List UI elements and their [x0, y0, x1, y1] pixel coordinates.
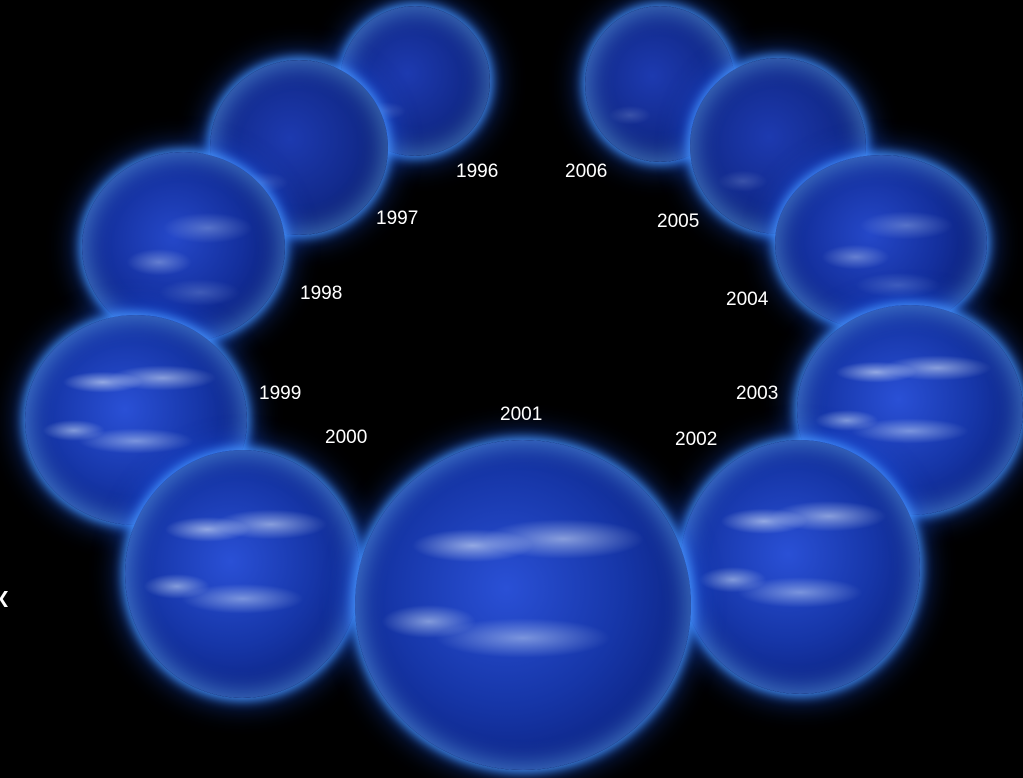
year-label-2004: 2004 — [726, 289, 769, 310]
year-label-2002: 2002 — [675, 429, 718, 450]
year-label-2005: 2005 — [657, 211, 700, 232]
sun-disk-1998 — [82, 152, 285, 342]
year-label-2006: 2006 — [565, 161, 608, 182]
sun-disk-2001 — [355, 440, 691, 770]
year-label-2000: 2000 — [325, 427, 368, 448]
sun-disk-2004 — [775, 155, 987, 331]
year-label-2003: 2003 — [736, 383, 779, 404]
arrow-icon: ❮ — [0, 590, 10, 606]
year-label-2001: 2001 — [500, 404, 543, 425]
year-label-1998: 1998 — [300, 283, 343, 304]
sun-disk-2002 — [680, 440, 920, 694]
year-label-1997: 1997 — [376, 208, 419, 229]
sun-disk-2000 — [125, 450, 360, 698]
year-label-1996: 1996 — [456, 161, 499, 182]
year-label-1999: 1999 — [259, 383, 302, 404]
